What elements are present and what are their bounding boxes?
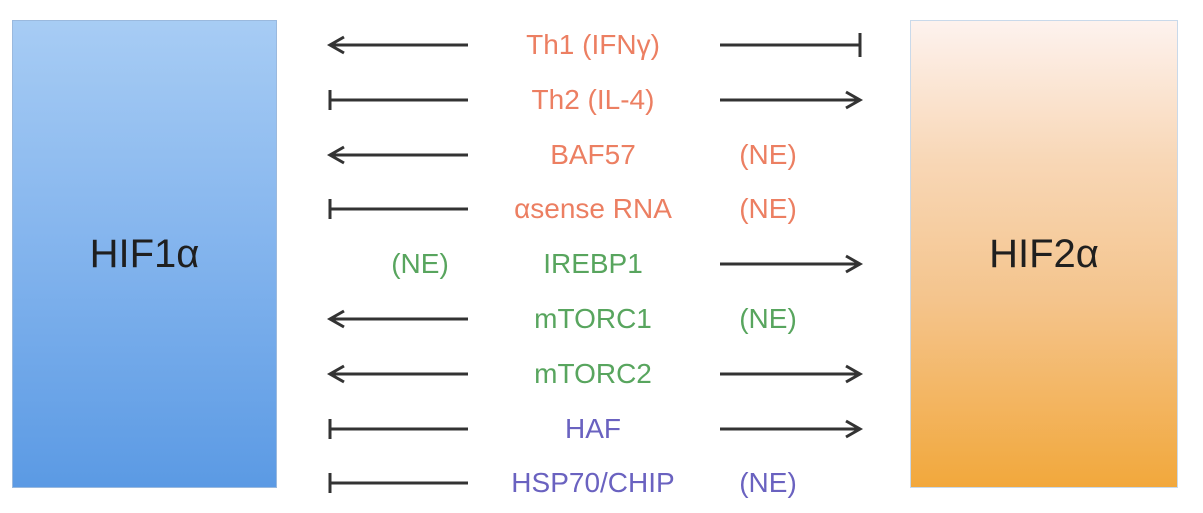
left-arrow-head xyxy=(326,145,345,165)
left-arrow-head xyxy=(326,309,345,329)
right-arrow-head xyxy=(845,364,864,384)
regulator-label: BAF57 xyxy=(550,139,636,170)
hif1a-box: HIF1α xyxy=(12,20,277,488)
regulator-label: HSP70/CHIP xyxy=(511,467,675,498)
no-effect-marker: (NE) xyxy=(391,248,449,279)
right-arrow-head xyxy=(845,254,864,274)
hif1a-label: HIF1α xyxy=(89,231,200,276)
right-arrow-head xyxy=(845,419,864,439)
regulator-label: mTORC1 xyxy=(534,303,652,334)
hif2a-box: HIF2α xyxy=(910,20,1178,488)
regulator-label: Th1 (IFNγ) xyxy=(526,29,660,60)
no-effect-marker: (NE) xyxy=(739,193,797,224)
regulator-label: IREBP1 xyxy=(543,248,643,279)
no-effect-marker: (NE) xyxy=(739,303,797,334)
regulator-label: HAF xyxy=(565,413,621,444)
regulator-label: Th2 (IL-4) xyxy=(531,84,655,115)
regulator-label: αsense RNA xyxy=(514,193,672,224)
right-arrow-head xyxy=(845,90,864,110)
left-arrow-head xyxy=(326,35,345,55)
regulator-label: mTORC2 xyxy=(534,358,652,389)
left-arrow-head xyxy=(326,364,345,384)
hif2a-label: HIF2α xyxy=(989,231,1099,276)
no-effect-marker: (NE) xyxy=(739,139,797,170)
no-effect-marker: (NE) xyxy=(739,467,797,498)
